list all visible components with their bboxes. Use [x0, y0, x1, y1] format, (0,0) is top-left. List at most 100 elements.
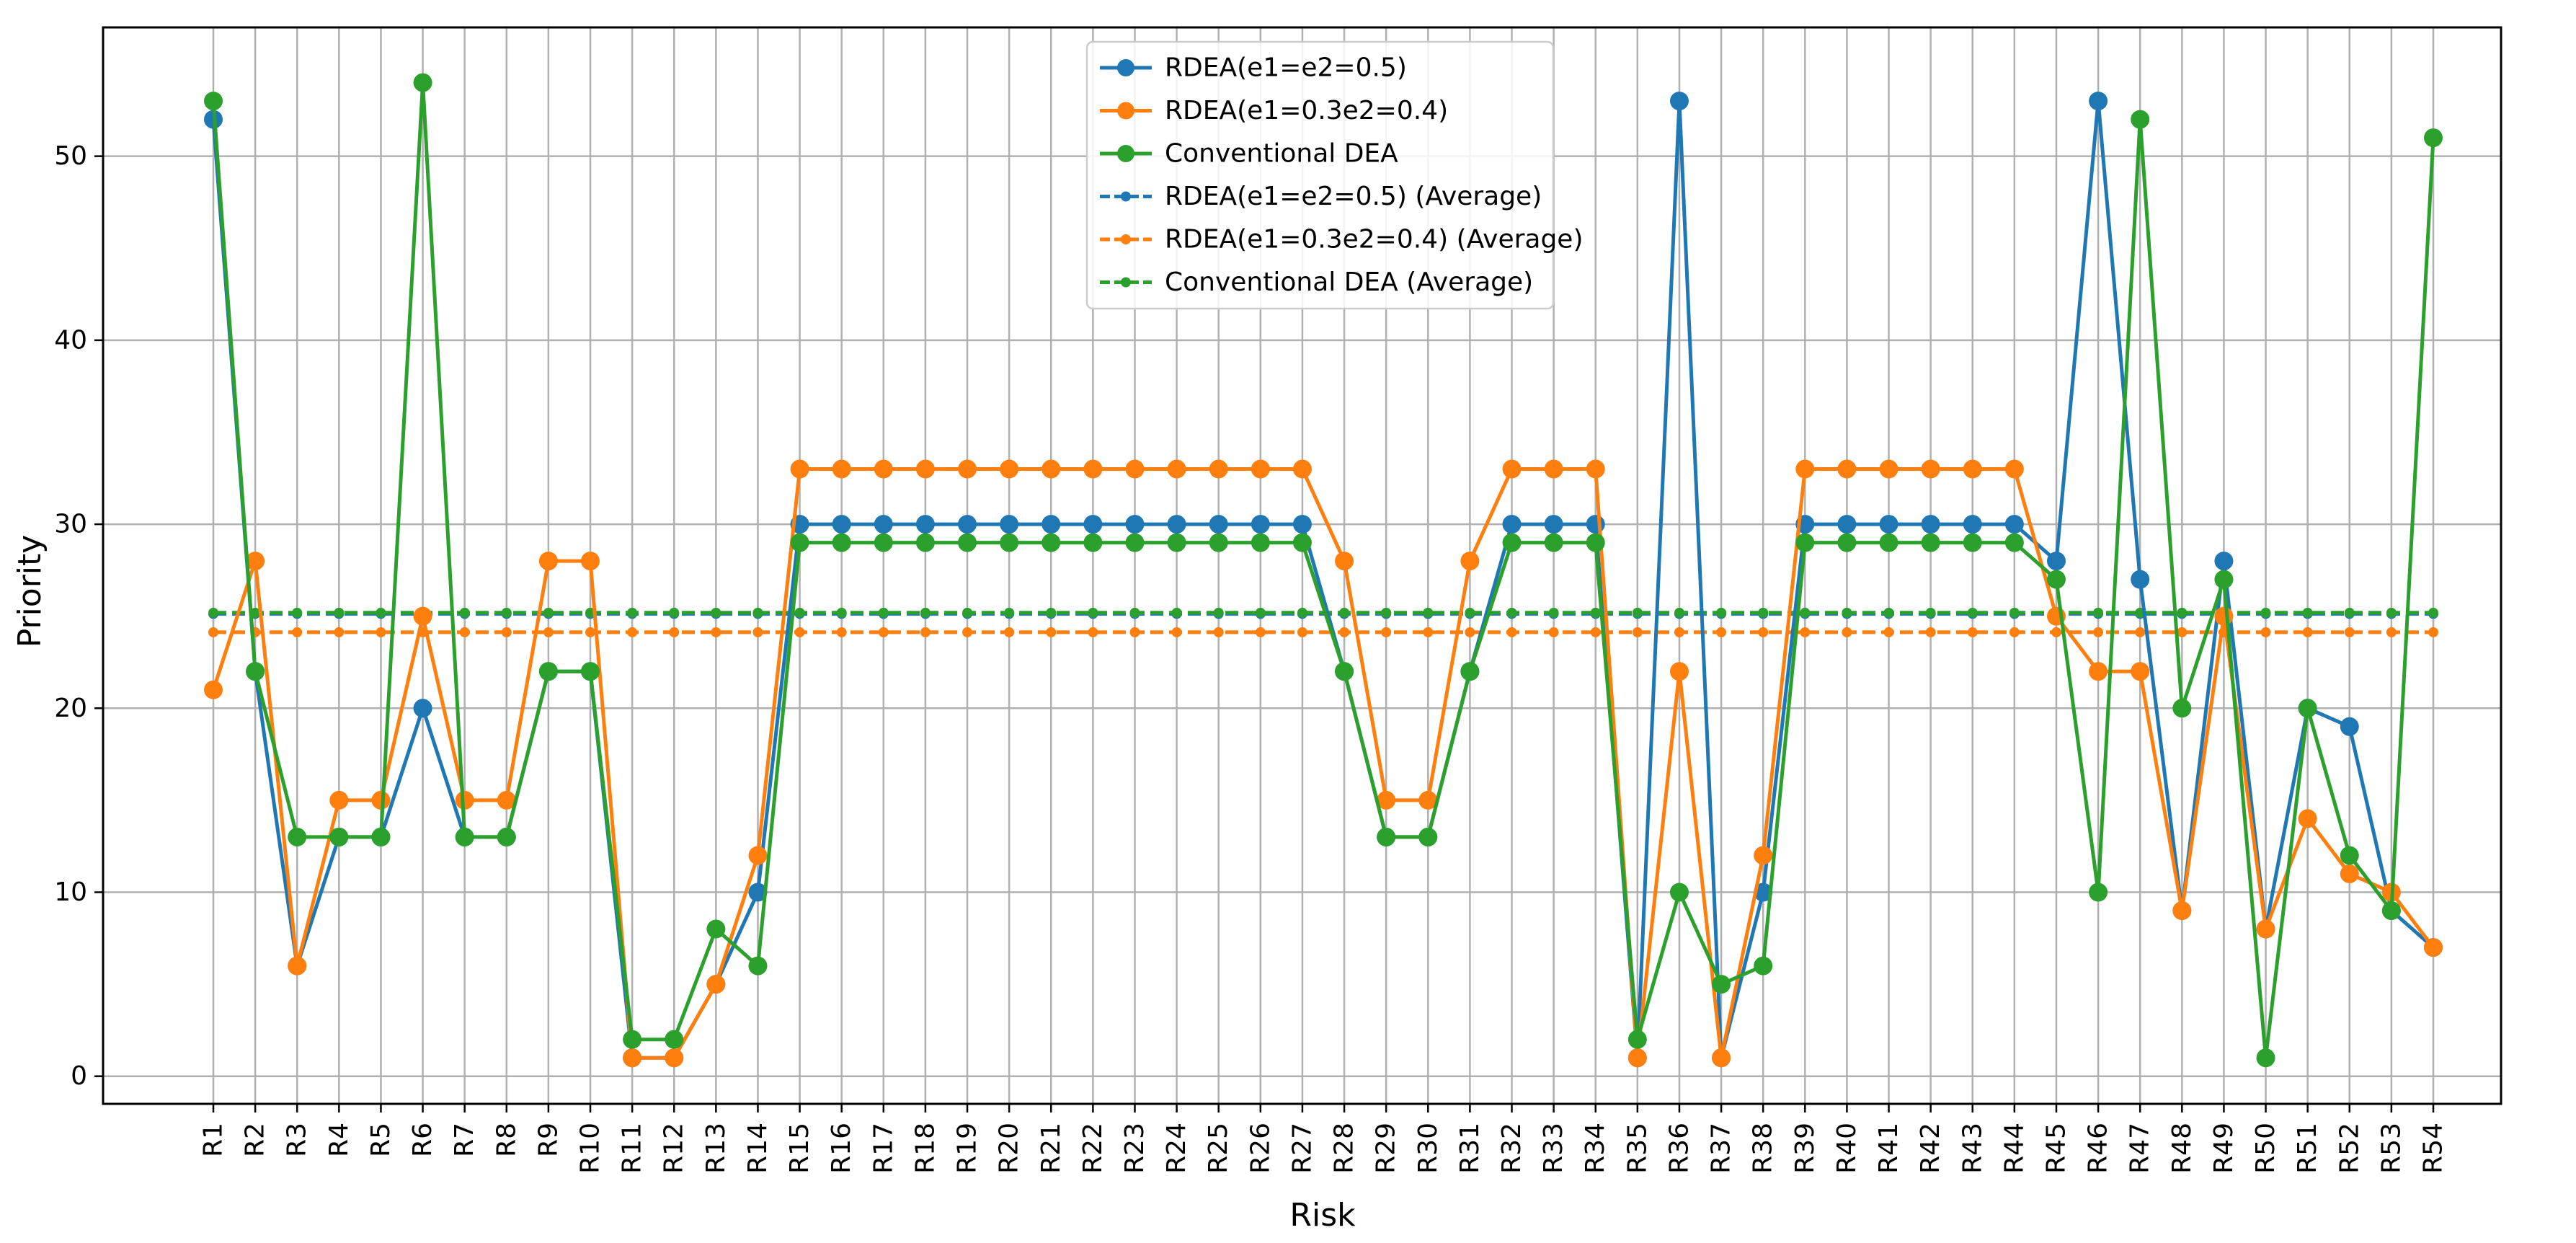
- data-point: [1418, 790, 1438, 810]
- data-point: [1795, 459, 1815, 479]
- x-tick-label: R34: [1581, 1123, 1610, 1174]
- data-point: [962, 607, 973, 618]
- x-tick-label: R9: [533, 1123, 563, 1157]
- data-point: [459, 607, 470, 618]
- data-point: [2424, 128, 2443, 148]
- x-tick-label: R47: [2126, 1123, 2155, 1174]
- data-point: [1669, 662, 1689, 681]
- x-tick-label: R51: [2293, 1123, 2322, 1174]
- data-point: [1963, 515, 1982, 534]
- data-point: [376, 607, 386, 618]
- data-point: [2177, 627, 2188, 637]
- data-point: [1837, 533, 1857, 552]
- data-point: [246, 662, 265, 681]
- x-tick-label: R29: [1372, 1123, 1401, 1174]
- legend-label: RDEA(e1=0.3e2=0.4): [1165, 96, 1448, 125]
- data-point: [288, 827, 307, 846]
- data-point: [832, 459, 851, 479]
- data-point: [1967, 607, 1978, 618]
- x-tick-label: R5: [366, 1123, 396, 1157]
- data-point: [2093, 627, 2104, 637]
- data-point: [1000, 515, 1019, 534]
- x-tick-label: R7: [450, 1123, 479, 1157]
- data-point: [1921, 533, 1940, 552]
- data-point: [1004, 607, 1015, 618]
- data-point: [2131, 662, 2150, 681]
- data-point: [455, 790, 474, 810]
- data-point: [794, 627, 805, 637]
- data-point: [706, 975, 726, 994]
- data-point: [329, 827, 349, 846]
- data-point: [1963, 459, 1982, 479]
- legend-label: RDEA(e1=0.3e2=0.4) (Average): [1165, 225, 1584, 255]
- data-point: [874, 459, 893, 479]
- x-tick-label: R26: [1245, 1123, 1275, 1174]
- data-point: [585, 627, 596, 637]
- x-tick-label: R10: [576, 1123, 605, 1174]
- data-point: [2256, 1048, 2275, 1068]
- data-point: [920, 627, 931, 637]
- data-point: [627, 607, 638, 618]
- data-point: [748, 846, 768, 865]
- x-tick-label: R32: [1497, 1123, 1527, 1174]
- data-point: [958, 459, 977, 479]
- data-point: [1292, 459, 1312, 479]
- legend-label: Conventional DEA: [1165, 139, 1398, 169]
- x-tick-label: R37: [1707, 1123, 1736, 1174]
- legend-item: RDEA(e1=e2=0.5) (Average): [1100, 182, 1542, 211]
- x-tick-label: R18: [910, 1123, 940, 1174]
- data-point: [1171, 607, 1182, 618]
- data-point: [1339, 627, 1350, 637]
- data-point: [915, 515, 935, 534]
- data-point: [1465, 607, 1475, 618]
- data-point: [1548, 627, 1559, 637]
- legend-swatch-marker: [1121, 277, 1131, 288]
- data-point: [413, 73, 432, 92]
- data-point: [1460, 552, 1480, 571]
- data-point: [581, 662, 600, 681]
- data-point: [413, 699, 432, 718]
- data-point: [1335, 662, 1354, 681]
- data-point: [1167, 459, 1186, 479]
- data-point: [752, 627, 763, 637]
- data-point: [790, 533, 809, 552]
- data-point: [1167, 515, 1186, 534]
- x-tick-label: R42: [1916, 1123, 1945, 1174]
- data-point: [1627, 1030, 1647, 1049]
- data-point: [371, 827, 391, 846]
- data-point: [208, 627, 218, 637]
- data-point: [334, 607, 345, 618]
- data-point: [288, 956, 307, 976]
- data-point: [1000, 459, 1019, 479]
- data-point: [2214, 570, 2234, 589]
- legend: RDEA(e1=e2=0.5) RDEA(e1=0.3e2=0.4) Convent…: [1085, 40, 1584, 310]
- data-point: [1837, 515, 1857, 534]
- data-point: [329, 790, 349, 810]
- data-point: [497, 790, 516, 810]
- data-point: [2093, 607, 2104, 618]
- legend-label: RDEA(e1=e2=0.5) (Average): [1165, 182, 1542, 211]
- data-point: [1879, 533, 1898, 552]
- data-point: [1800, 607, 1811, 618]
- x-tick-label: R41: [1874, 1123, 1904, 1174]
- data-point: [2386, 607, 2397, 618]
- data-point: [752, 607, 763, 618]
- data-point: [1879, 459, 1898, 479]
- data-point: [958, 515, 977, 534]
- x-tick-label: R38: [1749, 1123, 1778, 1174]
- data-point: [413, 606, 432, 626]
- data-point: [1209, 515, 1228, 534]
- x-tick-label: R12: [659, 1123, 689, 1174]
- data-point: [1041, 515, 1061, 534]
- data-point: [2386, 627, 2397, 637]
- data-point: [1963, 533, 1982, 552]
- data-point: [1758, 627, 1769, 637]
- data-point: [1251, 533, 1270, 552]
- data-point: [1377, 827, 1396, 846]
- data-point: [1251, 515, 1270, 534]
- data-point: [1586, 459, 1605, 479]
- data-point: [1418, 827, 1438, 846]
- data-point: [832, 533, 851, 552]
- x-tick-label: R50: [2251, 1123, 2280, 1174]
- data-point: [1083, 459, 1103, 479]
